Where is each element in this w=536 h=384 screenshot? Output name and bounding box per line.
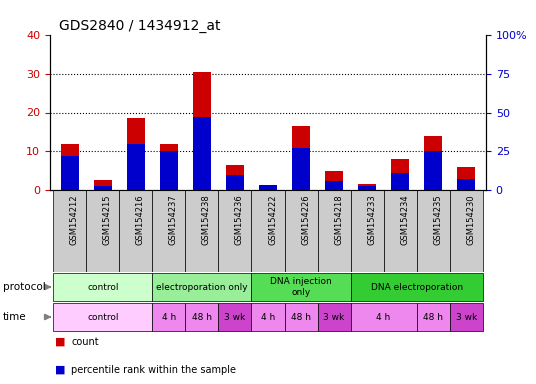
Bar bbox=[292, 148, 310, 190]
Bar bbox=[120, 190, 152, 272]
Bar bbox=[61, 156, 79, 190]
Text: GSM154237: GSM154237 bbox=[169, 194, 178, 245]
Bar bbox=[152, 190, 185, 272]
Bar bbox=[424, 136, 442, 190]
Text: protocol: protocol bbox=[3, 282, 46, 292]
Bar bbox=[285, 190, 317, 272]
Text: 4 h: 4 h bbox=[376, 313, 391, 321]
Text: GSM154235: GSM154235 bbox=[433, 194, 442, 245]
Text: control: control bbox=[87, 283, 118, 291]
Bar bbox=[61, 144, 79, 190]
Bar bbox=[317, 303, 351, 331]
Bar bbox=[259, 185, 277, 190]
Bar bbox=[226, 174, 244, 190]
Text: ■: ■ bbox=[55, 337, 66, 347]
Bar bbox=[152, 273, 251, 301]
Bar bbox=[325, 170, 343, 190]
Bar bbox=[351, 273, 483, 301]
Bar bbox=[226, 165, 244, 190]
Text: GDS2840 / 1434912_at: GDS2840 / 1434912_at bbox=[59, 18, 220, 33]
Bar bbox=[185, 190, 219, 272]
Text: DNA electroporation: DNA electroporation bbox=[370, 283, 463, 291]
Bar bbox=[94, 180, 112, 190]
Bar bbox=[127, 118, 145, 190]
Bar bbox=[127, 144, 145, 190]
Text: GSM154226: GSM154226 bbox=[301, 194, 310, 245]
Text: percentile rank within the sample: percentile rank within the sample bbox=[71, 365, 236, 375]
Bar bbox=[219, 303, 251, 331]
Bar bbox=[351, 190, 384, 272]
Text: GSM154234: GSM154234 bbox=[400, 194, 409, 245]
Bar bbox=[416, 303, 450, 331]
Bar bbox=[457, 179, 475, 190]
Bar bbox=[251, 273, 351, 301]
Bar bbox=[86, 190, 120, 272]
Text: electroporation only: electroporation only bbox=[156, 283, 248, 291]
Text: GSM154222: GSM154222 bbox=[268, 194, 277, 245]
Text: GSM154216: GSM154216 bbox=[136, 194, 145, 245]
Text: GSM154230: GSM154230 bbox=[466, 194, 475, 245]
Bar bbox=[351, 303, 416, 331]
Bar bbox=[416, 190, 450, 272]
Bar bbox=[391, 173, 409, 190]
Text: 3 wk: 3 wk bbox=[323, 313, 345, 321]
Bar bbox=[193, 117, 211, 190]
Text: 4 h: 4 h bbox=[261, 313, 275, 321]
Bar bbox=[193, 72, 211, 190]
Bar bbox=[317, 190, 351, 272]
Bar bbox=[450, 303, 483, 331]
Text: 48 h: 48 h bbox=[423, 313, 443, 321]
Bar bbox=[160, 144, 178, 190]
Bar bbox=[94, 186, 112, 190]
Bar bbox=[325, 181, 343, 190]
Bar bbox=[457, 167, 475, 190]
Bar bbox=[160, 151, 178, 190]
Text: 3 wk: 3 wk bbox=[456, 313, 477, 321]
Text: time: time bbox=[3, 312, 26, 322]
Text: ■: ■ bbox=[55, 365, 66, 375]
Bar bbox=[53, 303, 152, 331]
Bar bbox=[152, 303, 185, 331]
Text: GSM154236: GSM154236 bbox=[235, 194, 244, 245]
Text: GSM154233: GSM154233 bbox=[367, 194, 376, 245]
Text: GSM154212: GSM154212 bbox=[70, 194, 79, 245]
Text: control: control bbox=[87, 313, 118, 321]
Bar bbox=[185, 303, 219, 331]
Text: 48 h: 48 h bbox=[192, 313, 212, 321]
Bar bbox=[391, 159, 409, 190]
Bar bbox=[358, 184, 376, 190]
Bar bbox=[384, 190, 416, 272]
Bar bbox=[251, 190, 285, 272]
Text: 48 h: 48 h bbox=[291, 313, 311, 321]
Text: 4 h: 4 h bbox=[162, 313, 176, 321]
Bar bbox=[285, 303, 317, 331]
Bar bbox=[53, 190, 86, 272]
Text: GSM154238: GSM154238 bbox=[202, 194, 211, 245]
Bar bbox=[292, 126, 310, 190]
Text: DNA injection
only: DNA injection only bbox=[270, 277, 332, 297]
Bar bbox=[53, 273, 152, 301]
Bar bbox=[219, 190, 251, 272]
Text: count: count bbox=[71, 337, 99, 347]
Bar bbox=[450, 190, 483, 272]
Text: GSM154218: GSM154218 bbox=[334, 194, 343, 245]
Bar bbox=[424, 151, 442, 190]
Text: 3 wk: 3 wk bbox=[225, 313, 245, 321]
Bar bbox=[251, 303, 285, 331]
Bar bbox=[358, 186, 376, 190]
Text: GSM154215: GSM154215 bbox=[103, 194, 112, 245]
Bar bbox=[259, 185, 277, 190]
